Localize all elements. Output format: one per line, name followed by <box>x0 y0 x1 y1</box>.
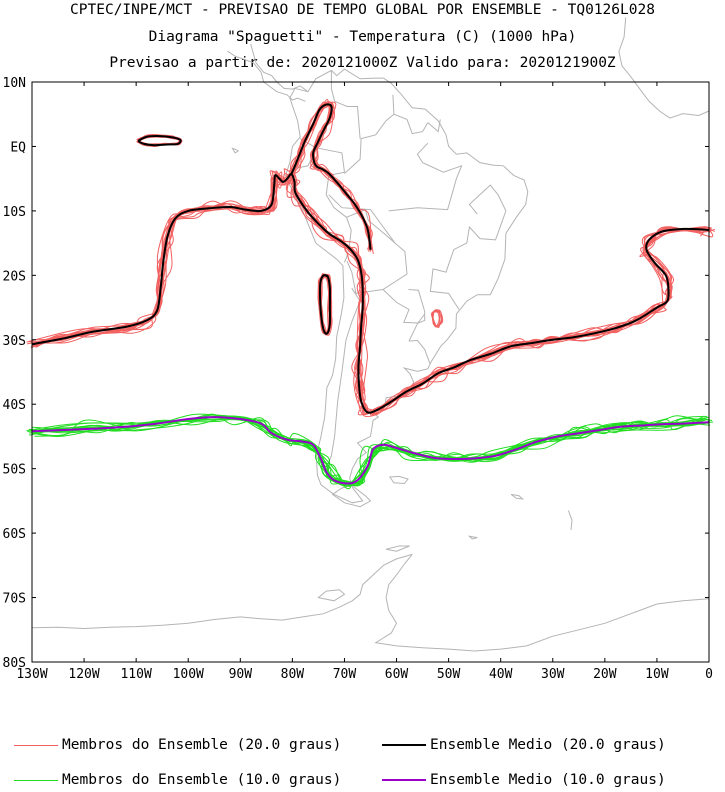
lat-label: 30S <box>3 334 26 349</box>
coastline-south-sandwich <box>567 510 573 530</box>
member-20-isotherm <box>36 171 714 411</box>
lon-label: 50W <box>437 667 461 682</box>
title-line-2: Diagrama "Spaguetti" - Temperatura (C) (… <box>148 29 577 45</box>
lon-label: 80W <box>281 667 305 682</box>
lat-label: 50S <box>3 463 26 478</box>
lon-label: 100W <box>173 667 204 682</box>
lat-label: 10N <box>3 76 26 91</box>
coastline-central-america <box>250 43 309 93</box>
legend-label-mean-20: Ensemble Medio (20.0 graus) <box>430 737 666 753</box>
map-frame <box>31 81 710 663</box>
legend-swatch-members-20 <box>14 744 58 746</box>
lon-label: 30W <box>541 667 565 682</box>
member-20-closed-contour <box>431 310 440 328</box>
country-border <box>382 289 426 324</box>
legend-swatch-mean-10 <box>382 779 426 781</box>
legend-item-mean-10: Ensemble Medio (10.0 graus) <box>382 771 666 789</box>
lon-label: 0 <box>705 667 713 682</box>
coastline-falklands <box>388 475 409 485</box>
title-line-1: CPTEC/INPE/MCT - PREVISAO DE TEMPO GLOBA… <box>70 2 655 18</box>
lon-label: 70W <box>333 667 357 682</box>
mean-20-closed-contour <box>318 274 332 335</box>
member-20-isotherm <box>32 170 716 414</box>
lon-label: 110W <box>120 667 151 682</box>
legend-label-members-20: Membros do Ensemble (20.0 graus) <box>62 737 342 753</box>
member-20-isotherm <box>35 169 704 416</box>
mean-20-isotherm <box>31 173 710 414</box>
country-border <box>330 70 361 139</box>
country-border <box>429 184 507 310</box>
lat-label: 80S <box>3 656 26 671</box>
member-20-isotherm <box>31 176 711 414</box>
coastline-tierra-del-fuego <box>331 484 372 508</box>
member-20-isotherm <box>31 171 709 412</box>
country-border <box>427 119 441 133</box>
coastline-galapagos <box>231 147 240 154</box>
coastline-antarctica-west <box>31 553 413 630</box>
lon-label: 60W <box>385 667 409 682</box>
country-border <box>346 208 408 294</box>
country-border <box>299 138 347 218</box>
lon-label: 40W <box>489 667 513 682</box>
coastline-antarctica-east <box>374 554 710 652</box>
lat-label: 40S <box>3 398 26 413</box>
coastline-central-america-pacific <box>227 50 306 102</box>
country-border <box>408 313 426 342</box>
ensemble-mean-layer <box>31 103 710 485</box>
longitude-axis: 130W 120W 110W 100W 90W 80W 70W 60W 50W 40W 30W 20W… <box>16 82 713 682</box>
legend-label-mean-10: Ensemble Medio (10.0 graus) <box>430 772 666 788</box>
legend-item-mean-20: Ensemble Medio (20.0 graus) <box>382 736 666 754</box>
mean-20-isotherm <box>290 103 372 250</box>
member-20-isotherm <box>32 173 711 414</box>
lat-label: 70S <box>3 592 26 607</box>
lon-label: 90W <box>229 667 253 682</box>
member-20-closed-contour <box>432 309 441 328</box>
legend-swatch-members-10 <box>14 779 58 781</box>
mean-20-closed-contour <box>137 135 182 147</box>
lon-label: 10W <box>645 667 669 682</box>
member-20-isotherm <box>35 172 713 416</box>
country-border <box>344 217 352 263</box>
country-border <box>388 142 463 212</box>
title-line-3: Previsao a partir de: 2020121000Z Valido… <box>109 55 616 71</box>
legend-item-members-20: Membros do Ensemble (20.0 graus) <box>14 736 341 754</box>
ensemble-members-10-layer <box>26 413 714 490</box>
legend-label-members-10: Membros do Ensemble (10.0 graus) <box>62 772 342 788</box>
lat-label: 10S <box>3 205 26 220</box>
mean-10-isotherm <box>31 416 710 485</box>
country-border <box>408 339 431 364</box>
coastline-alexander-island <box>317 589 346 602</box>
lon-label: 20W <box>593 667 617 682</box>
country-border <box>393 113 429 135</box>
coastline-south-shetland <box>385 545 410 552</box>
lat-label: EQ <box>10 140 26 155</box>
lon-label: 130W <box>16 667 47 682</box>
member-20-isotherm <box>27 170 711 418</box>
coastline-africa <box>618 17 710 119</box>
lat-label: 20S <box>3 269 26 284</box>
legend-swatch-mean-20 <box>382 744 426 746</box>
lat-label: 60S <box>3 527 26 542</box>
latitude-axis: 10N EQ 10S 20S 30S 40S 50S 60S 70S 80S <box>3 76 709 671</box>
member-20-isotherm <box>26 168 715 416</box>
member-20-isotherm <box>31 174 712 415</box>
member-10-isotherm <box>26 415 707 490</box>
legend-item-members-10: Membros do Ensemble (10.0 graus) <box>14 771 341 789</box>
lon-label: 120W <box>68 667 99 682</box>
spaghetti-map: 10N EQ 10S 20S 30S 40S 50S 60S 70S 80S 130W 120W 11… <box>3 17 716 682</box>
coastline-south-georgia <box>510 493 525 500</box>
coastline-south-orkney <box>467 535 478 540</box>
ensemble-members-20-layer <box>26 99 716 418</box>
